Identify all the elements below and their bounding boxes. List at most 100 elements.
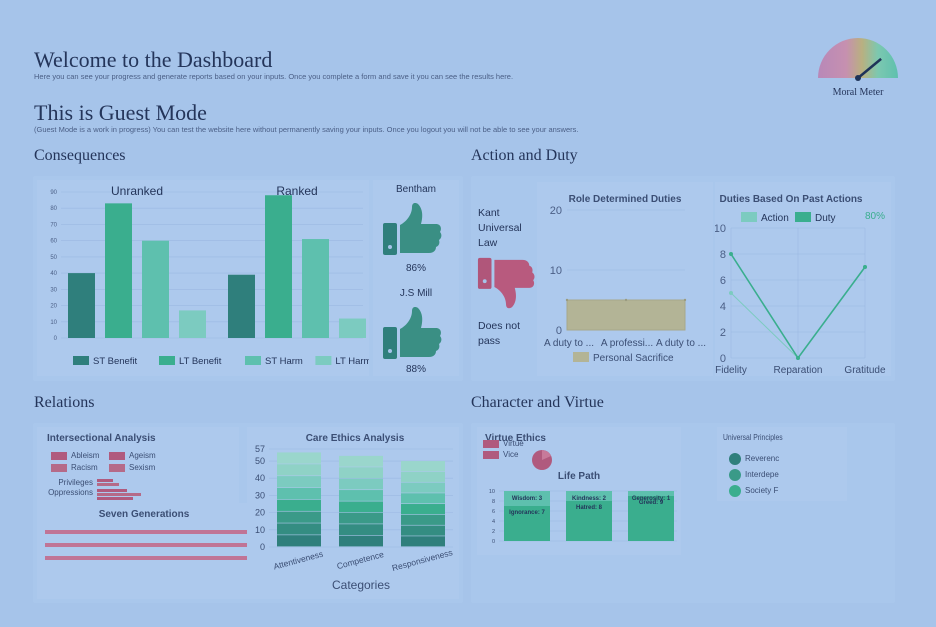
chart-title: Duties Based On Past Actions [720,194,863,205]
bar-segment [504,506,550,541]
legend-swatch [109,452,125,460]
bar-segment [401,493,445,504]
bar [265,195,292,338]
oppression-bar [97,493,141,496]
jsmill-value: 88% [405,364,426,375]
bar-segment [339,478,383,490]
bar-segment [277,487,321,500]
moral-meter: Moral Meter [812,34,904,98]
y-tick-label: 6 [492,509,495,515]
page-subtitle: Here you can see your progress and gener… [34,72,514,81]
bar-segment [339,535,383,547]
action-duty-heading: Action and Duty [471,147,578,164]
legend-ableism: Ableism [71,451,100,460]
legend-label: Personal Sacrifice [593,353,674,364]
legend-swatch [795,212,811,222]
virtue-ethics-card: Virtue Ethics Virtue Vice Life Path 0 2 4 6… [477,427,681,555]
care-ethics-chart: Care Ethics Analysis 0 10 20 30 40 50 57 Attenti… [255,433,454,592]
bar-label: Greed: 9 [639,500,664,506]
legend-swatch [741,212,757,222]
legend-swatch [315,356,332,365]
bar-segment [277,535,321,547]
legend-label: LT Harm [335,356,369,367]
bar [228,274,255,338]
virtue-ethics-title: Virtue Ethics [485,433,546,444]
character-virtue-heading: Character and Virtue [471,394,604,411]
kant-result: Does not pass [478,319,520,349]
y-tick-label: 0 [492,539,495,545]
legend-swatch [73,356,89,365]
bar-segment [401,482,445,493]
legend-swatch-virtue [483,440,499,448]
legend-swatch [245,356,261,365]
consequences-chart-card: 0 10 20 30 40 50 60 70 80 90 Unranked Ranked ST Bene… [37,180,372,376]
kant-result-line: pass [478,335,501,347]
legend-label: Action [761,213,789,224]
data-point [796,356,800,360]
intersectional-card: Intersectional Analysis Ableism Ageism R… [37,427,239,511]
legend-racism: Racism [71,463,98,472]
bentham-value: 86% [405,263,426,274]
bar-segment [277,464,321,476]
y-tick-label: 80 [50,206,57,212]
x-tick-label: Attentiveness [272,549,324,572]
consequences-panel: 0 10 20 30 40 50 60 70 80 90 Unranked Ranked ST Bene… [33,176,463,381]
role-duties-chart: Role Determined Duties 0 10 20 A duty to ...… [544,194,706,364]
guest-title: This is Guest Mode [34,100,207,125]
consequences-bar-chart: 0 10 20 30 40 50 60 70 80 90 Unranked Ranked ST Bene… [50,184,371,367]
bar [105,203,132,338]
bar-segment [339,490,383,501]
y-tick-label: 50 [255,456,265,466]
role-duties-card: Role Determined Duties 0 10 20 A duty to ...… [537,182,713,376]
y-tick-label: 0 [54,336,58,342]
legend-swatch [159,356,175,365]
guest-subtitle: (Guest Mode is a work in progress) You c… [34,125,579,134]
bar-label: Ignorance: 7 [509,510,545,516]
y-tick-label: 40 [255,473,265,483]
y-tick-label: 20 [50,304,57,310]
legend-vice: Vice [503,450,519,459]
generation-bar [45,543,247,547]
bar-segment [401,525,445,536]
generation-bar [45,530,247,534]
chart-title: Role Determined Duties [569,194,682,205]
thumbs-up-icon [383,307,442,359]
x-tick-label: Responsiveness [391,547,454,573]
character-virtue-panel: Virtue Ethics Virtue Vice Life Path 0 2 4 6… [471,423,895,603]
bar-label: Kindness: 2 [572,496,607,502]
y-tick-label: 6 [720,275,726,287]
y-tick-label: 90 [50,190,57,196]
relations-panel: Intersectional Analysis Ableism Ageism R… [33,423,463,603]
chart-percent: 80% [865,211,885,222]
legend-label: ST Benefit [93,356,138,367]
x-tick-label: Gratitude [844,365,886,376]
y-tick-label: 4 [492,519,495,525]
seven-generations-title: Seven Generations [98,509,190,520]
legend-swatch [573,352,589,362]
relations-heading: Relations [34,394,95,411]
bar-segment [401,514,445,525]
group-label: Unranked [111,184,163,198]
past-duties-card: Duties Based On Past Actions 80% Action Dut… [714,182,891,376]
seven-generations-card: Seven Generations [37,503,251,599]
legend-swatch-vice [483,451,499,459]
consequences-heading: Consequences [34,147,126,164]
y-tick-label: 2 [492,529,495,535]
y-tick-label: 20 [255,508,265,518]
x-tick-label: Competence [336,549,385,571]
y-tick-label: 30 [255,490,265,500]
bar-segment [566,491,612,501]
legend-label: ST Harm [265,356,303,367]
bar-label: Wisdom: 3 [512,496,543,502]
y-tick-label: 10 [715,223,726,235]
generation-bar [45,556,247,560]
bar-segment [566,501,612,541]
y-tick-label: 10 [255,525,265,535]
thumbs-up-icon [383,203,442,255]
row-oppressions: Oppressions [48,488,93,497]
data-point [624,298,628,302]
principle-dot [729,453,741,465]
bentham-label: Bentham [395,184,437,195]
y-tick-label: 0 [260,542,265,552]
jsmill-label: J.S Mill [399,288,433,299]
